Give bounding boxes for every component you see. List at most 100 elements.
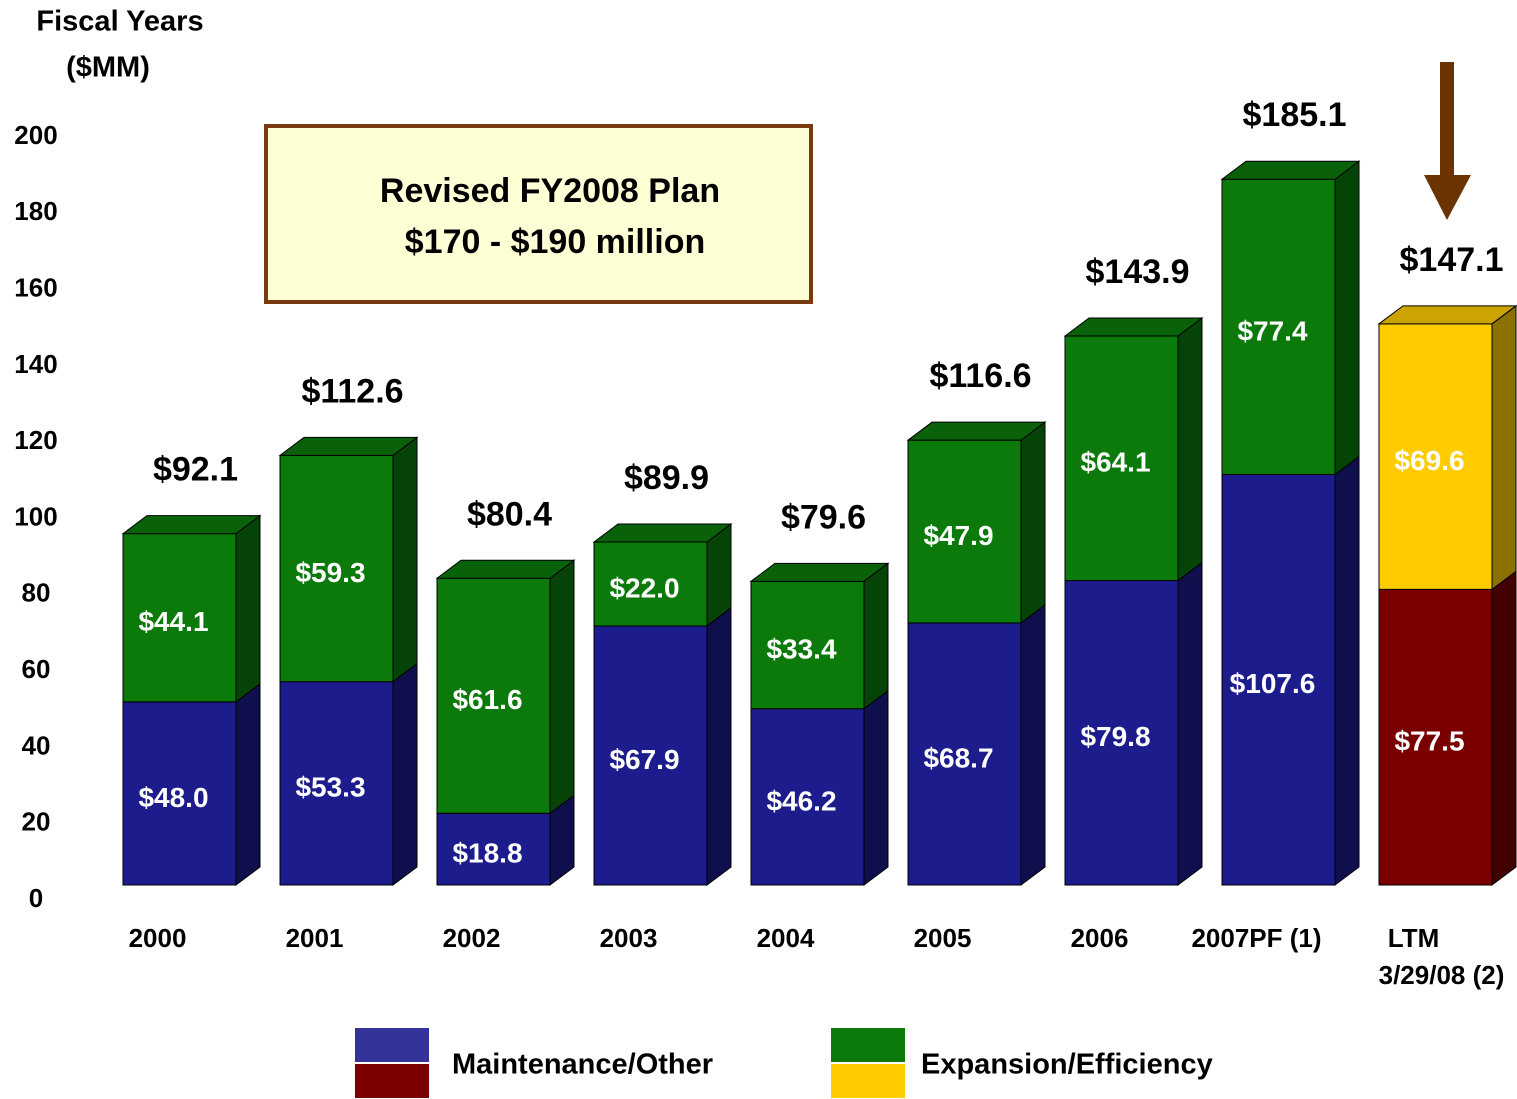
bar-side [863, 562, 889, 710]
bar [907, 439, 1022, 624]
bar-side [392, 662, 418, 886]
bar [279, 454, 394, 683]
value-label: $33.4 [766, 633, 836, 664]
value-label: $59.3 [295, 557, 365, 588]
bar-side [1020, 603, 1046, 886]
y-axis-title: ($MM) [66, 52, 150, 84]
y-tick-label: 80 [22, 578, 51, 608]
total-label: $112.6 [301, 372, 403, 410]
x-tick-label: 2006 [1071, 923, 1129, 953]
y-tick-label: 140 [14, 349, 57, 379]
total-label: $185.1 [1243, 96, 1347, 134]
x-tick-label: 2004 [757, 923, 815, 953]
annotation-box [264, 124, 813, 304]
bar-side [706, 606, 732, 886]
bar [1064, 580, 1179, 886]
legend-swatch [831, 1028, 905, 1062]
bar [122, 533, 237, 703]
value-label: $67.9 [609, 744, 679, 775]
legend-label: Expansion/Efficiency [921, 1049, 1213, 1081]
value-label: $46.2 [766, 785, 836, 816]
value-label: $69.6 [1394, 445, 1464, 476]
y-tick-label: 100 [14, 501, 57, 531]
bar-side [235, 514, 261, 703]
y-tick-label: 200 [14, 120, 57, 150]
bar-side [1177, 317, 1203, 582]
bar-side [1334, 455, 1360, 886]
x-tick-label-line: 2000 [129, 923, 187, 953]
total-label: $92.1 [153, 451, 238, 489]
legend-swatch [831, 1064, 905, 1098]
x-tick-label-line: 2003 [600, 923, 658, 953]
value-label: $79.8 [1080, 721, 1150, 752]
x-tick-label-line: 2006 [1071, 923, 1129, 953]
value-label: $77.5 [1394, 726, 1464, 757]
x-tick-label-line: 2005 [914, 923, 972, 953]
legend-label: Maintenance/Other [452, 1049, 713, 1081]
annotation: Revised FY2008 Plan [380, 172, 720, 210]
y-tick-label: 160 [14, 272, 57, 302]
x-tick-label-line: LTM [1388, 923, 1440, 953]
bar-side [1491, 304, 1517, 591]
x-tick-label: 2000 [129, 923, 187, 953]
total-label: $79.6 [781, 498, 866, 536]
x-tick-label-line: 2002 [443, 923, 501, 953]
bar-top [121, 515, 262, 535]
bar-top [592, 523, 733, 543]
bar [1378, 323, 1493, 590]
bar [1064, 335, 1179, 582]
bar [750, 708, 865, 886]
total-label: $89.9 [624, 459, 709, 497]
bar-side [1491, 570, 1517, 886]
bar-side [1334, 160, 1360, 476]
value-label: $18.8 [452, 838, 522, 869]
total-label: $143.9 [1086, 253, 1190, 291]
y-axis-title: Fiscal Years [36, 6, 203, 38]
bar-side [235, 682, 261, 886]
bar-top [278, 436, 419, 456]
bar-top [906, 421, 1047, 441]
bar-top [435, 559, 576, 579]
y-tick-label: 60 [22, 654, 51, 684]
bar [436, 577, 551, 814]
value-label: $64.1 [1080, 447, 1150, 478]
bar [593, 625, 708, 886]
legend-swatch [355, 1064, 429, 1098]
bar [907, 622, 1022, 886]
y-tick-label: 180 [14, 196, 57, 226]
x-tick-label-line: 2001 [286, 923, 344, 953]
bar [750, 580, 865, 710]
bar-side [863, 689, 889, 886]
value-label: $53.3 [295, 772, 365, 803]
arrow [1424, 62, 1471, 220]
x-tick-label: 2003 [600, 923, 658, 953]
bar [122, 701, 237, 886]
bar [436, 812, 551, 886]
bar [1221, 474, 1336, 886]
x-tick-label: 2007PF (1) [1191, 923, 1321, 953]
bar-top [1377, 305, 1517, 325]
x-tick-label-line: 2004 [757, 923, 815, 953]
x-tick-label-line: 2007PF (1) [1191, 923, 1321, 953]
x-tick-label: LTM 3/29/08 (2) [1379, 923, 1505, 990]
total-label: $116.6 [929, 357, 1031, 395]
value-label: $48.0 [138, 782, 208, 813]
total-label: $80.4 [467, 495, 552, 533]
legend-swatch [355, 1028, 429, 1062]
bar [1378, 588, 1493, 886]
value-label: $61.6 [452, 684, 522, 715]
x-tick-label-line: 3/29/08 (2) [1379, 960, 1505, 990]
value-label: $47.9 [923, 520, 993, 551]
bar [1221, 178, 1336, 476]
y-tick-label: 0 [29, 883, 43, 913]
y-tick-label: 20 [22, 807, 51, 837]
y-tick-label: 40 [22, 730, 51, 760]
bar-top [1220, 160, 1361, 180]
bar-side [549, 559, 575, 815]
value-label: $107.6 [1230, 668, 1316, 699]
bar-side [1020, 421, 1046, 624]
bar [593, 541, 708, 627]
annotation: $170 - $190 million [405, 223, 706, 261]
x-tick-label: 2005 [914, 923, 972, 953]
